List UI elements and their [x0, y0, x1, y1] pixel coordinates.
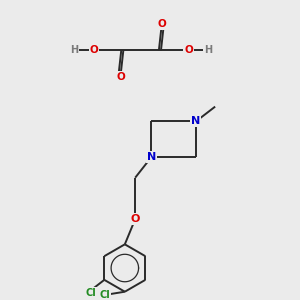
- Text: Cl: Cl: [100, 290, 110, 300]
- Text: O: O: [184, 45, 193, 55]
- Text: H: H: [70, 45, 79, 55]
- Text: O: O: [158, 19, 166, 29]
- Text: O: O: [89, 45, 98, 55]
- Text: H: H: [204, 45, 212, 55]
- Text: O: O: [116, 72, 125, 82]
- Text: N: N: [147, 152, 156, 162]
- Text: Cl: Cl: [85, 288, 96, 298]
- Text: N: N: [191, 116, 200, 126]
- Text: O: O: [130, 214, 140, 224]
